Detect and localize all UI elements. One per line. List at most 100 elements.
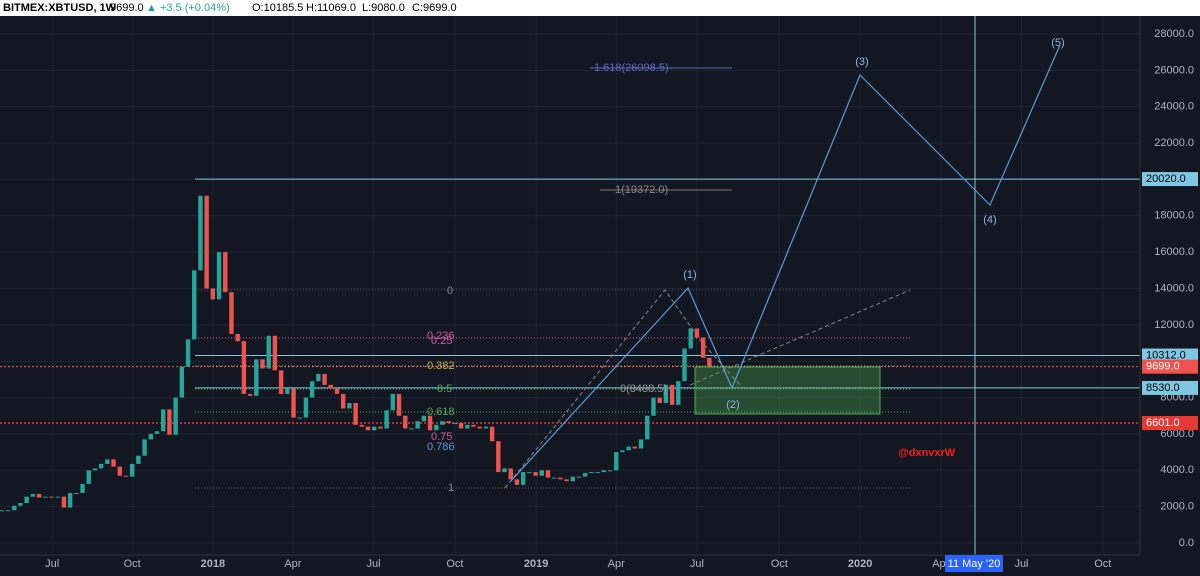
candle: [18, 503, 23, 506]
candle: [142, 439, 147, 456]
level-box: [1142, 380, 1198, 395]
candle: [403, 415, 408, 429]
candle: [179, 366, 185, 398]
candle: [527, 472, 532, 474]
candle: [303, 397, 309, 418]
candle: [365, 426, 371, 431]
candle: [576, 476, 582, 478]
candle: [421, 415, 427, 422]
candle: [235, 333, 240, 342]
date-marker-box: [945, 555, 1003, 572]
candle: [589, 472, 594, 474]
candle: [378, 426, 383, 429]
level-label: 10312.0: [1146, 349, 1186, 361]
candle: [223, 252, 228, 293]
candle: [477, 426, 482, 429]
candle: [564, 479, 569, 482]
candle: [24, 496, 29, 504]
x-tick-label: Oct: [124, 558, 141, 570]
y-tick-label: 26000.0: [1154, 64, 1194, 76]
wave-label: (5): [1051, 37, 1064, 49]
level-label: 9699.0: [1146, 361, 1180, 373]
candle: [322, 373, 327, 385]
candle: [309, 381, 315, 398]
candle: [272, 335, 278, 371]
candle: [67, 493, 73, 508]
level-label: 20020.0: [1146, 173, 1186, 185]
candle: [409, 428, 414, 430]
candle: [0, 510, 5, 512]
candle: [545, 470, 551, 478]
candle: [707, 357, 712, 367]
candle: [340, 393, 346, 409]
candle: [167, 409, 172, 435]
candle: [657, 397, 662, 404]
candle: [415, 421, 420, 429]
symbol: BITMEX:XBTUSD, 1W: [3, 2, 117, 14]
level-box: [1142, 172, 1198, 187]
candle: [514, 479, 520, 485]
wave-label: (1): [683, 269, 696, 281]
candle: [583, 473, 588, 477]
y-tick-label: 12000.0: [1154, 319, 1194, 331]
candle: [254, 359, 259, 396]
candle: [353, 403, 358, 425]
candle: [551, 477, 557, 479]
candle: [489, 426, 495, 442]
fib-label: 1.618(26098.5): [594, 62, 669, 74]
candles: [0, 195, 712, 512]
y-tick-label: 22000.0: [1154, 137, 1194, 149]
candle: [483, 426, 489, 429]
candle: [229, 292, 234, 334]
candle: [161, 409, 166, 432]
candle: [645, 415, 650, 440]
candle: [434, 424, 439, 431]
candle: [502, 468, 507, 473]
level-label: 8530.0: [1146, 382, 1180, 394]
candle: [427, 415, 433, 431]
candle: [98, 463, 104, 469]
change: ▲ +3.5 (+0.04%): [146, 2, 230, 14]
close: C:9699.0: [412, 2, 457, 14]
levels: [0, 178, 1140, 424]
header-bar: [0, 0, 1200, 16]
candle: [676, 381, 681, 405]
x-tick-label: 2020: [848, 558, 872, 570]
candle: [210, 288, 216, 300]
candle: [173, 397, 178, 435]
x-tick-label: 2019: [524, 558, 548, 570]
candle: [688, 328, 693, 349]
candle: [359, 424, 364, 427]
open: O:10185.5: [252, 2, 303, 14]
candle: [316, 373, 321, 382]
x-tick-label: Jul: [1014, 558, 1028, 570]
x-tick-label: 2018: [201, 558, 225, 570]
candle: [247, 393, 253, 396]
candle: [129, 463, 135, 477]
trend-line: [689, 289, 911, 386]
x-tick-label: Jul: [690, 558, 704, 570]
x-tick-label: Apr: [608, 558, 625, 570]
candle: [607, 470, 613, 472]
candle: [123, 475, 129, 477]
candle: [291, 388, 296, 418]
axis-labels: 0.02000.04000.06000.08000.010000.012000.…: [45, 28, 1198, 570]
candle: [154, 431, 160, 434]
level-label: 6601.0: [1146, 417, 1180, 429]
candle: [570, 476, 575, 482]
candle: [297, 417, 302, 419]
fib-label: 0.618: [427, 406, 455, 418]
candle: [508, 468, 513, 480]
candle: [372, 426, 377, 431]
candle: [55, 496, 60, 498]
candle: [539, 470, 544, 476]
wave-label: (2): [726, 399, 739, 411]
target-zone: [694, 366, 881, 415]
candle: [334, 388, 340, 394]
candle: [632, 446, 638, 449]
grid: [0, 16, 1140, 555]
candle: [496, 441, 501, 473]
watermark: @dxnvxrW: [898, 447, 956, 459]
